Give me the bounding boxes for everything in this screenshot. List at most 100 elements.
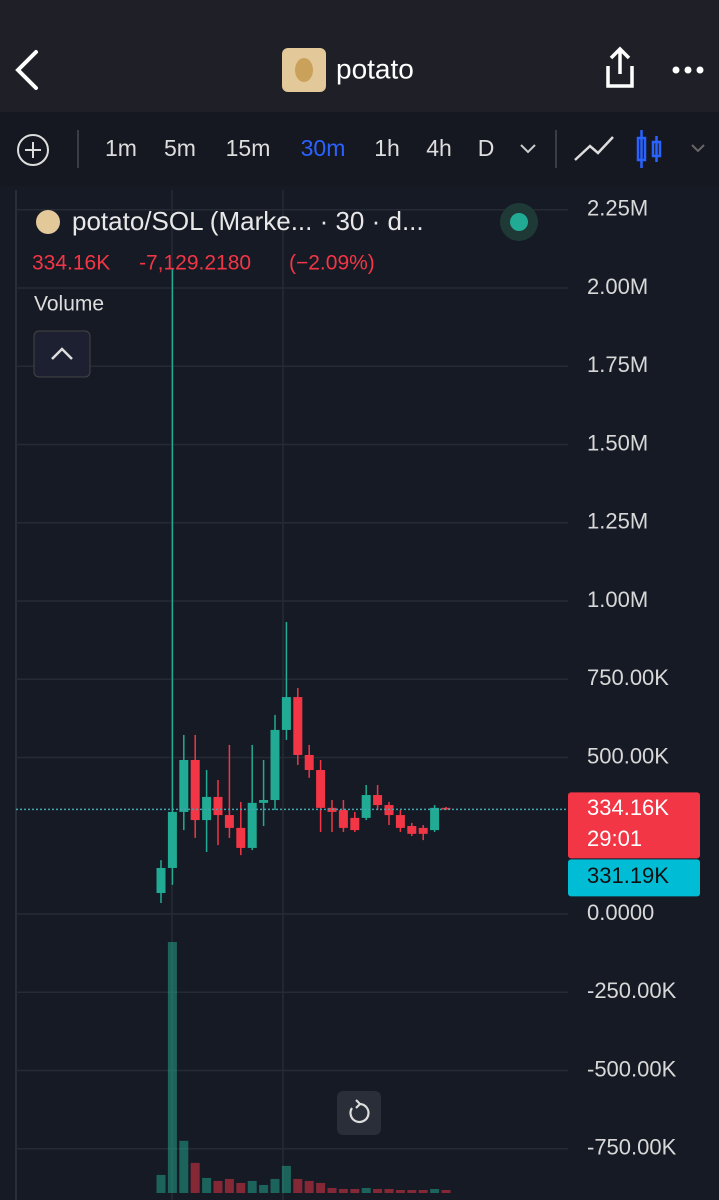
- interval-button[interactable]: 1m: [105, 135, 137, 161]
- candle-body: [202, 796, 212, 821]
- candle-body: [430, 807, 440, 831]
- volume-bar: [156, 1174, 166, 1193]
- candle-body: [247, 802, 257, 848]
- price-change: -7,129.2180: [139, 252, 251, 275]
- volume-bar: [247, 1180, 257, 1193]
- status-dot: [510, 213, 528, 231]
- line-chart-button[interactable]: [574, 136, 614, 161]
- candle-body: [270, 729, 280, 801]
- volume-bar: [338, 1188, 348, 1193]
- price-label: 334.16K: [587, 795, 669, 820]
- candle-body: [304, 754, 314, 770]
- mark-price-box: [568, 859, 700, 897]
- volume-bar: [213, 1180, 223, 1193]
- volume-bar: [304, 1180, 314, 1193]
- candle-body: [395, 815, 405, 828]
- collapse-icon: [51, 347, 73, 360]
- candle-body: [156, 867, 166, 894]
- candle-body: [361, 795, 371, 818]
- share-button[interactable]: [606, 46, 634, 88]
- candle-body: [407, 826, 417, 834]
- volume-bar: [270, 1178, 280, 1193]
- price-label-box: [568, 792, 700, 859]
- volume-bar: [350, 1188, 360, 1193]
- candle-body: [213, 796, 223, 816]
- interval-button[interactable]: 30m: [301, 135, 346, 161]
- header-title: potato: [336, 53, 414, 84]
- mark-price-label: 331.19K: [587, 863, 669, 888]
- interval-button[interactable]: D: [478, 135, 495, 161]
- more-button[interactable]: [672, 66, 704, 74]
- pair-icon: [36, 210, 60, 234]
- volume-bar: [361, 1187, 371, 1193]
- collapse-button[interactable]: [33, 330, 91, 378]
- candle-body: [418, 827, 428, 834]
- y-tick-label: -250.00K: [587, 978, 677, 1003]
- volume-bar: [327, 1187, 337, 1193]
- reset-button[interactable]: [337, 1091, 381, 1135]
- candle-body: [167, 811, 177, 868]
- candle-body: [190, 759, 200, 821]
- reset-icon: [349, 1099, 370, 1124]
- add-indicator-plus: [25, 142, 41, 158]
- interval-button[interactable]: 1h: [374, 135, 400, 161]
- volume-bar: [316, 1182, 326, 1193]
- y-tick-label: 1.00M: [587, 587, 648, 612]
- y-tick-label: 1.25M: [587, 509, 648, 534]
- volume-bar: [202, 1177, 212, 1193]
- countdown-label: 29:01: [587, 826, 642, 851]
- last-price: 334.16K: [32, 252, 110, 275]
- candle-body: [316, 769, 326, 808]
- volume-bar: [407, 1189, 417, 1193]
- volume-bar: [395, 1189, 405, 1193]
- volume-bar: [281, 1165, 291, 1193]
- chart-title: potato/SOL (Marke... · 30 · d...: [72, 206, 424, 236]
- candle-chart-button[interactable]: [636, 130, 662, 168]
- candle-body: [373, 795, 383, 806]
- volume-bar: [259, 1184, 269, 1193]
- candle-body: [179, 759, 189, 812]
- volume-bar: [167, 942, 177, 1193]
- token-icon-potato: [295, 58, 313, 82]
- candle-body: [259, 800, 269, 803]
- volume-bar: [373, 1188, 383, 1193]
- back-button[interactable]: [15, 50, 38, 90]
- y-tick-label: 1.50M: [587, 430, 648, 455]
- y-tick-label: -500.00K: [587, 1056, 677, 1081]
- candle-body: [350, 817, 360, 831]
- header-bar: [0, 0, 719, 112]
- volume-bar: [236, 1182, 246, 1193]
- volume-bar: [179, 1140, 189, 1193]
- interval-button[interactable]: 15m: [226, 135, 271, 161]
- volume-bar: [293, 1178, 303, 1193]
- chart-type-dropdown[interactable]: [691, 144, 705, 153]
- volume-bar: [224, 1178, 234, 1193]
- interval-dropdown[interactable]: [520, 144, 536, 154]
- y-tick-label: -750.00K: [587, 1135, 677, 1160]
- y-tick-label: 1.75M: [587, 352, 648, 377]
- volume-legend: Volume: [34, 293, 104, 316]
- y-tick-label: 2.25M: [587, 196, 648, 221]
- add-indicator[interactable]: [17, 134, 49, 166]
- candle-body: [338, 810, 348, 828]
- volume-bar: [384, 1188, 394, 1193]
- candle-body: [281, 697, 291, 730]
- volume-bar: [418, 1189, 428, 1193]
- interval-button[interactable]: 5m: [164, 135, 196, 161]
- candle-body: [293, 697, 303, 755]
- volume-bar: [430, 1188, 440, 1193]
- toolbar: [0, 112, 719, 186]
- candle-body: [441, 807, 451, 810]
- candle-body: [236, 827, 246, 848]
- y-tick-label: 750.00K: [587, 665, 669, 690]
- y-tick-label: 500.00K: [587, 743, 669, 768]
- y-tick-label: 0.0000: [587, 900, 654, 925]
- interval-button[interactable]: 4h: [426, 135, 452, 161]
- price-change-pct: (−2.09%): [289, 252, 375, 275]
- candle-body: [224, 815, 234, 828]
- y-tick-label: 2.00M: [587, 274, 648, 299]
- volume-bar: [190, 1162, 200, 1193]
- volume-bar: [441, 1189, 451, 1193]
